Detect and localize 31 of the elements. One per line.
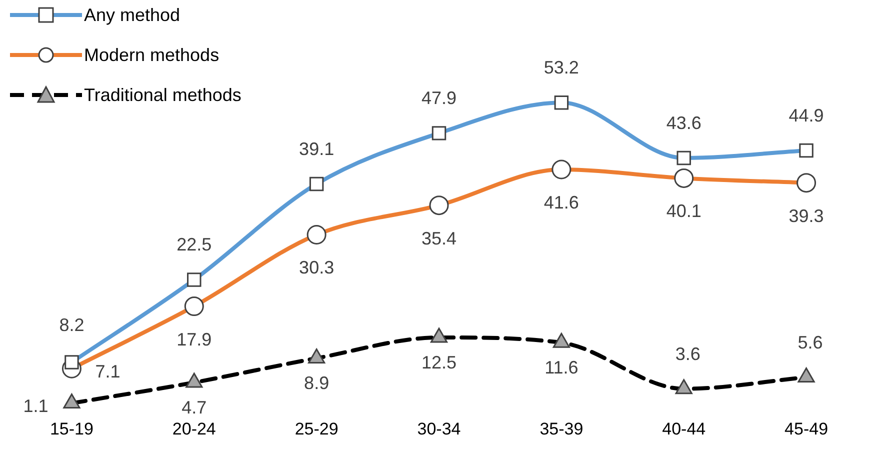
x-tick-label: 35-39 bbox=[540, 419, 584, 438]
data-label: 41.6 bbox=[544, 192, 579, 213]
x-tick-label: 20-24 bbox=[172, 419, 216, 438]
data-label: 8.9 bbox=[304, 373, 330, 394]
data-label: 39.3 bbox=[788, 206, 824, 226]
data-label: 47.9 bbox=[421, 88, 457, 108]
x-tick-label: 15-19 bbox=[50, 419, 94, 438]
data-label: 7.1 bbox=[95, 362, 120, 382]
data-label: 11.6 bbox=[544, 358, 578, 378]
data-label: 1.1 bbox=[23, 396, 48, 416]
data-label: 5.6 bbox=[798, 332, 823, 352]
legend-label: Modern methods bbox=[84, 44, 220, 67]
data-label: 43.6 bbox=[666, 112, 702, 133]
data-label: 44.9 bbox=[788, 105, 824, 126]
x-tick-label: 30-34 bbox=[417, 419, 461, 438]
data-label: 53.2 bbox=[544, 58, 579, 78]
data-label: 30.3 bbox=[299, 258, 334, 278]
legend-label: Traditional methods bbox=[84, 84, 242, 107]
data-label: 4.7 bbox=[182, 397, 207, 418]
data-label: 3.6 bbox=[675, 344, 700, 364]
data-label: 39.1 bbox=[299, 138, 334, 159]
data-label: 12.5 bbox=[421, 352, 457, 372]
data-label: 8.2 bbox=[59, 315, 84, 336]
x-tick-label: 45-49 bbox=[784, 419, 828, 438]
data-label: 22.5 bbox=[176, 234, 212, 255]
data-label: 35.4 bbox=[421, 228, 457, 248]
legend-label: Any method bbox=[84, 4, 182, 27]
x-tick-label: 25-29 bbox=[294, 419, 338, 438]
x-tick-label: 40-44 bbox=[662, 419, 706, 438]
data-label: 40.1 bbox=[666, 201, 702, 222]
data-label: 17.9 bbox=[176, 329, 212, 350]
